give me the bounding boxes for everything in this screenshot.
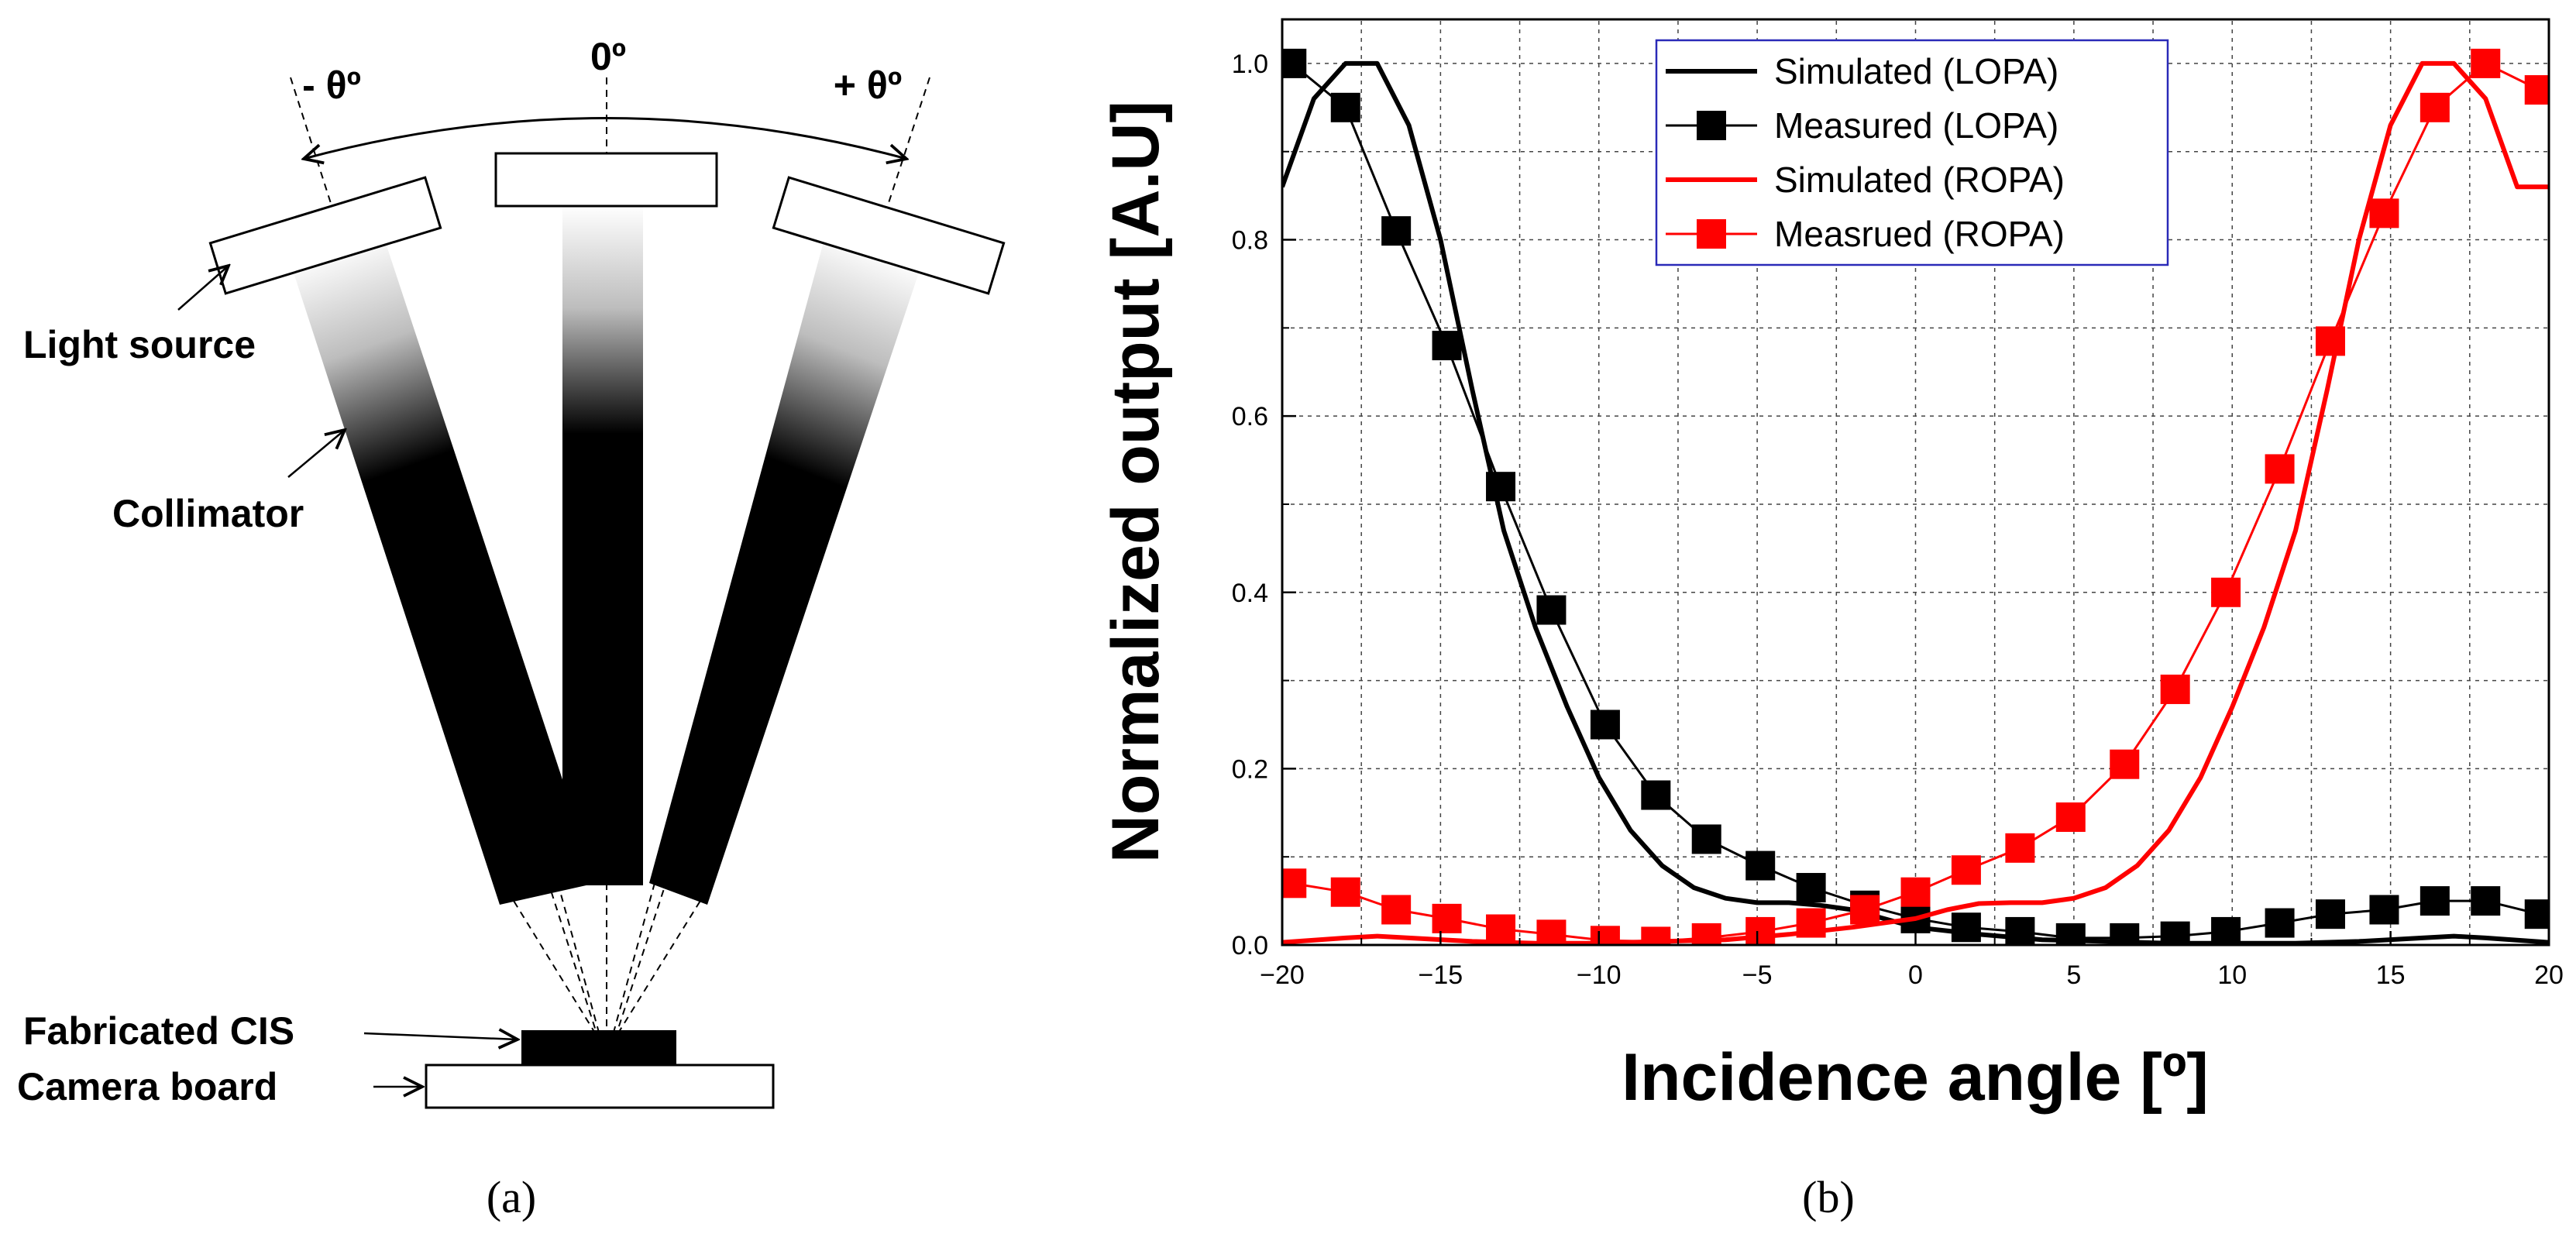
label-pointers: [177, 266, 518, 1087]
x-tick-label: 0: [1908, 960, 1923, 990]
data-point-marker: [2369, 198, 2399, 229]
data-point-marker: [1381, 895, 1412, 925]
data-point-marker: [1796, 908, 1826, 938]
panel-label-a: (a): [487, 1172, 536, 1222]
y-tick-label: 0.4: [1232, 579, 1268, 608]
data-point-marker: [1691, 923, 1721, 945]
chart-legend: Simulated (LOPA) Measured (LOPA) Simulated…: [1655, 39, 2169, 266]
data-point-marker: [2110, 923, 2140, 945]
chart-y-axis-label: Normalized output [A.U]: [1099, 101, 1173, 863]
data-point-marker: [1745, 916, 1776, 945]
data-point-marker: [2265, 908, 2295, 938]
collimator-label: Collimator: [112, 492, 304, 535]
light-source-box-right: [772, 176, 1006, 295]
data-point-marker: [1641, 926, 1671, 945]
data-point-marker: [2315, 326, 2345, 356]
angle-label-right: + θº: [834, 64, 902, 107]
data-point-marker: [1536, 919, 1567, 945]
legend-label: Measrued (ROPA): [1774, 214, 2065, 254]
data-point-marker: [2110, 749, 2140, 779]
angle-arc-arrow: [304, 117, 906, 160]
x-tick-label: 10: [2217, 960, 2247, 990]
data-point-marker: [2524, 899, 2549, 929]
light-source-label: Light source: [23, 323, 256, 366]
data-point-marker: [1590, 710, 1620, 740]
legend-swatch-marker: [1697, 219, 1726, 249]
fabricated-cis-chip: [521, 1030, 676, 1065]
data-point-marker: [1951, 912, 1981, 943]
chart-x-axis-label: Incidence angle [º]: [1622, 1040, 2209, 1115]
data-point-marker: [1691, 824, 1721, 854]
camera-board: [425, 1063, 775, 1109]
data-point-marker: [1745, 850, 1776, 881]
data-point-marker: [1590, 926, 1620, 945]
setup-diagram: 0º - θº + θº Light source Collimator Fab…: [17, 35, 1006, 1222]
y-tick-label: 0.8: [1232, 226, 1268, 256]
data-point-marker: [2369, 895, 2399, 925]
chart-ticks: −20 −15 −10 −5 0 5 10 15 20 0.0 0.2 0.4 0.6 0.8 1.0: [1232, 50, 2564, 990]
y-tick-label: 0.2: [1232, 754, 1268, 784]
y-tick-label: 0.0: [1232, 931, 1268, 960]
data-point-marker: [2471, 886, 2501, 916]
series-4: [1282, 48, 2549, 945]
angle-label-left: - θº: [302, 64, 361, 107]
data-point-marker: [2211, 916, 2241, 945]
data-point-marker: [1796, 873, 1826, 903]
data-point-marker: [2055, 802, 2086, 832]
legend-label: Simulated (ROPA): [1774, 160, 2065, 200]
data-point-marker: [2055, 923, 2086, 945]
data-point-marker: [1432, 903, 1462, 933]
beam-center-lines: [290, 77, 930, 1039]
collimator-beam-center: [562, 200, 643, 885]
legend-label: Measured (LOPA): [1774, 105, 2058, 146]
data-point-marker: [1432, 331, 1462, 361]
data-point-marker: [2211, 577, 2241, 607]
panel-label-b: (b): [1802, 1172, 1855, 1222]
x-tick-label: −15: [1419, 960, 1463, 990]
x-tick-label: 20: [2534, 960, 2564, 990]
data-point-marker: [1486, 472, 1516, 502]
data-point-marker: [1951, 855, 1981, 885]
light-source-box-center: [494, 152, 718, 208]
legend-label: Simulated (LOPA): [1774, 51, 2058, 91]
data-point-marker: [1330, 877, 1360, 907]
data-point-marker: [1330, 92, 1360, 122]
data-point-marker: [1850, 895, 1880, 925]
x-tick-label: −20: [1260, 960, 1305, 990]
data-point-marker: [2420, 92, 2450, 122]
series-line: [1282, 60, 2549, 945]
data-point-marker: [1641, 780, 1671, 810]
data-point-marker: [2265, 454, 2295, 484]
chart: −20 −15 −10 −5 0 5 10 15 20 0.0 0.2 0.4 0.6 0.8 1.0 In…: [1099, 18, 2564, 1222]
data-point-marker: [2420, 886, 2450, 916]
data-point-marker: [2315, 899, 2345, 929]
angle-label-center: 0º: [590, 35, 626, 78]
series-1: [1282, 60, 2549, 945]
y-tick-label: 0.6: [1232, 402, 1268, 431]
legend-swatch-marker: [1697, 111, 1726, 140]
collimator-beam-right: [649, 236, 922, 905]
chart-series: [1282, 48, 2549, 945]
data-point-marker: [2160, 674, 2190, 704]
x-tick-label: 15: [2376, 960, 2406, 990]
y-tick-label: 1.0: [1232, 50, 1268, 79]
fabricated-cis-label: Fabricated CIS: [23, 1009, 294, 1053]
data-point-marker: [2005, 916, 2035, 945]
data-point-marker: [1536, 595, 1567, 625]
x-tick-label: −10: [1577, 960, 1622, 990]
x-tick-label: −5: [1742, 960, 1773, 990]
data-point-marker: [1900, 877, 1931, 907]
chart-legend-box: [1655, 39, 2169, 266]
collimator-beam-left: [291, 236, 597, 905]
data-point-marker: [2160, 921, 2190, 945]
data-point-marker: [1282, 868, 1307, 899]
data-point-marker: [1381, 216, 1412, 246]
data-point-marker: [2471, 48, 2501, 78]
data-point-marker: [1486, 914, 1516, 944]
camera-board-label: Camera board: [17, 1065, 277, 1108]
x-tick-label: 5: [2066, 960, 2081, 990]
data-point-marker: [2524, 75, 2549, 105]
data-point-marker: [2005, 833, 2035, 863]
